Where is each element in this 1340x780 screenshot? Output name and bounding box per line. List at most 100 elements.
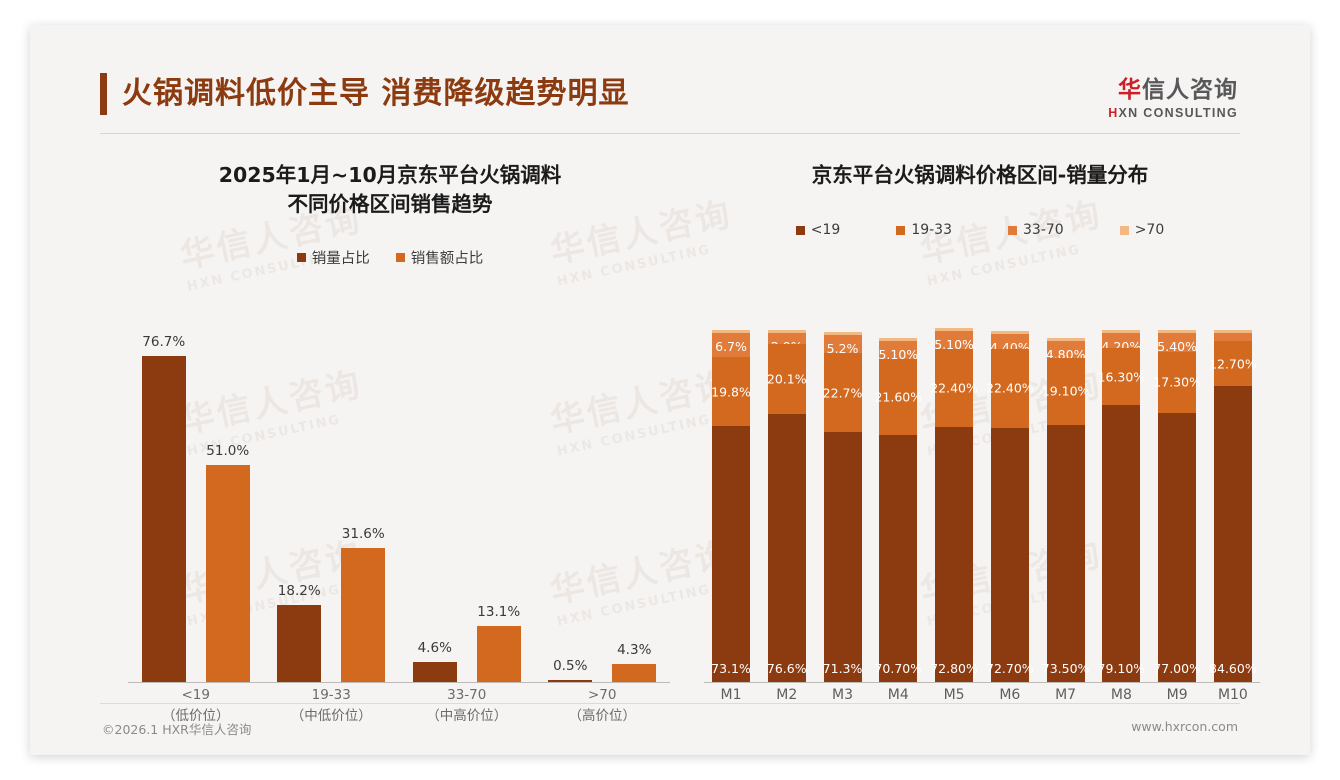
bar-销售额占比-19-33[interactable]: 31.6% <box>341 303 386 682</box>
left-chart-x-tick-labels: <19 （低价位） 19-33 （中低价位） 33-70 （中高价位） >70 （高价位） <box>128 685 670 727</box>
stacked-bar-M7[interactable]: 0.60%4.80%19.10%73.50% <box>1042 315 1089 682</box>
stacked-segment-19-33-M5: 22.40% <box>930 348 978 428</box>
stacked-segment-<19-M8: 79.10% <box>1098 405 1145 682</box>
stacked-segment-33-70-M7: 4.80% <box>1046 341 1085 362</box>
x-tick-label-secondary: （中高价位） <box>426 708 508 724</box>
legend-swatch-icon <box>395 253 405 262</box>
stacked-bar-M9[interactable]: 0.30%5.40%17.30%77.00% <box>1153 315 1201 682</box>
legend-item-label: 19-33 <box>911 222 952 238</box>
stacked-segment-<19-M4: 70.70% <box>874 434 922 682</box>
bar-销售额占比-33-70[interactable]: 13.1% <box>476 303 521 682</box>
stacked-segment-19-33-M9: 17.30% <box>1153 351 1201 413</box>
bar-group-<19: 76.7% 51.0% <box>141 303 250 682</box>
stacked-segment-label: 22.7% <box>822 385 863 401</box>
footer-copyright: ©2026.1 HXR华信人咨询 <box>102 722 252 737</box>
stacked-segment-33-70-M10: 2.40% <box>1213 333 1253 354</box>
stacked-segment-19-33-M1: 19.8% <box>711 356 751 427</box>
stacked-segment-label: 84.60% <box>1209 661 1257 676</box>
bar-rect <box>412 662 457 682</box>
x-tick-M8: M8 <box>1110 687 1132 703</box>
bar-销量占比-33-70[interactable]: 4.6% <box>412 303 457 682</box>
legend-swatch-icon <box>1008 225 1017 235</box>
x-tick-M7: M7 <box>1055 687 1077 703</box>
right-chart-x-axis-line <box>704 682 1260 683</box>
stacked-bar-M4[interactable]: 0.60%5.10%21.60%70.70% <box>874 315 922 682</box>
legend-item-33-70[interactable]: 33-70 <box>1008 222 1064 238</box>
legend-item-<19[interactable]: <19 <box>795 222 841 238</box>
legend-item-label: 销售额占比 <box>410 251 484 267</box>
stacked-segment-<19-M9: 77.00% <box>1153 412 1201 682</box>
x-tick-M3: M3 <box>832 687 854 703</box>
x-tick-label-primary: 19-33 <box>311 687 351 703</box>
bar-value-label: 18.2% <box>277 582 321 599</box>
stacked-segment-19-33-M2: 20.1% <box>766 343 807 414</box>
bar-rect <box>341 547 386 682</box>
stacked-bar-M5[interactable]: 0.70%5.10%22.40%72.80% <box>930 315 978 682</box>
stacked-segment-19-33-M10: 12.70% <box>1209 341 1257 386</box>
stacked-segment-label: 21.60% <box>874 389 923 405</box>
bar-value-label: 51.0% <box>206 443 250 460</box>
left-chart-title: 2025年1月~10月京东平台火锅调料 不同价格区间销售趋势 <box>100 143 680 219</box>
stacked-segment-label: 19.8% <box>711 384 751 399</box>
bar-销量占比->70[interactable]: 0.5% <box>548 303 593 682</box>
bar-销量占比-<19[interactable]: 76.7% <box>141 303 186 682</box>
stacked-segment-label: 76.6% <box>766 661 807 676</box>
stacked-bar-plot: 0.4%6.7%19.8%73.1%0.4%2.9%20.1%76.6%0.8%… <box>704 315 1260 703</box>
x-tick->70: >70 （高价位） <box>548 685 656 727</box>
stacked-segment-label: 72.70% <box>985 661 1034 676</box>
slide-canvas: 华信人咨询 HXN CONSULTING 华信人咨询 HXN CONSULTING … <box>30 25 1310 755</box>
legend-item-19-33[interactable]: 19-33 <box>896 222 952 238</box>
stacked-segment-<19-M5: 72.80% <box>930 427 978 682</box>
bar-rect <box>612 663 657 682</box>
company-logo: 华信人咨询 HXN CONSULTING <box>1108 77 1238 120</box>
stacked-bar-columns: 0.4%6.7%19.8%73.1%0.4%2.9%20.1%76.6%0.8%… <box>704 315 1260 682</box>
stacked-segment-<19-M10: 84.60% <box>1209 385 1257 682</box>
stacked-segment-<19-M6: 72.70% <box>986 427 1034 682</box>
page-title: 火锅调料低价主导 消费降级趋势明显 <box>122 76 630 111</box>
right-chart-legend: <19 19-33 33-70 >70 <box>690 222 1270 238</box>
right-chart-title-line1: 京东平台火锅调料价格区间-销量分布 <box>811 163 1149 187</box>
bar-value-label: 4.6% <box>417 640 452 657</box>
legend-item->70[interactable]: >70 <box>1119 222 1165 238</box>
stacked-segment-label: 20.1% <box>766 371 807 387</box>
stacked-bar-M8[interactable]: 0.40%4.20%16.30%79.10% <box>1098 315 1145 682</box>
stacked-segment-<19-M3: 71.3% <box>822 432 863 682</box>
x-tick-M1: M1 <box>720 687 742 703</box>
header-divider <box>100 133 1240 134</box>
logo-en-rest: XN CONSULTING <box>1118 106 1238 120</box>
bar-销售额占比-<19[interactable]: 51.0% <box>205 303 250 682</box>
logo-en-red: H <box>1108 106 1119 120</box>
stacked-bar-M2[interactable]: 0.4%2.9%20.1%76.6% <box>766 315 807 682</box>
grouped-bar-groups: 76.7% 51.0% 18.2% 31.6% 4.6% 13.1% 0.5% 4.3% <box>128 303 670 682</box>
x-tick-label-primary: >70 <box>588 687 617 703</box>
header-accent-bar <box>100 73 107 115</box>
footer-website[interactable]: www.hxrcon.com <box>1131 719 1238 734</box>
x-tick-33-70: 33-70 （中高价位） <box>413 685 521 727</box>
legend-item-label: >70 <box>1134 222 1165 238</box>
bar-销量占比-19-33[interactable]: 18.2% <box>277 303 322 682</box>
stacked-segment-19-33-M7: 19.10% <box>1042 357 1089 425</box>
x-tick-label-secondary: （高价位） <box>568 708 637 724</box>
stacked-bar-M10[interactable]: 0.30%2.40%12.70%84.60% <box>1209 315 1257 682</box>
stacked-segment-label: 73.1% <box>711 661 751 676</box>
logo-cn-rest: 信人咨询 <box>1142 77 1238 103</box>
legend-swatch-icon <box>296 253 306 262</box>
bar-销售额占比->70[interactable]: 4.3% <box>612 303 657 682</box>
stacked-segment-label: 72.80% <box>930 661 978 676</box>
stacked-bar-M3[interactable]: 0.8%5.2%22.7%71.3% <box>822 315 863 682</box>
bar-rect <box>277 604 322 682</box>
legend-item-销售额占比[interactable]: 销售额占比 <box>395 247 484 268</box>
stacked-segment-label: 71.3% <box>822 661 863 676</box>
stacked-segment-label: 5.10% <box>878 347 919 363</box>
bar-group-19-33: 18.2% 31.6% <box>277 303 386 682</box>
legend-item-销量占比[interactable]: 销量占比 <box>296 247 370 268</box>
bar-value-label: 0.5% <box>553 657 588 674</box>
legend-item-label: <19 <box>810 222 841 238</box>
legend-item-label: 销量占比 <box>311 251 370 267</box>
footer-divider <box>100 703 1240 704</box>
stacked-segment-33-70-M3: 5.2% <box>823 334 862 356</box>
stacked-bar-M6[interactable]: 0.50%4.40%22.40%72.70% <box>986 315 1034 682</box>
stacked-bar-M1[interactable]: 0.4%6.7%19.8%73.1% <box>711 315 751 682</box>
x-tick-19-33: 19-33 （中低价位） <box>277 685 385 727</box>
